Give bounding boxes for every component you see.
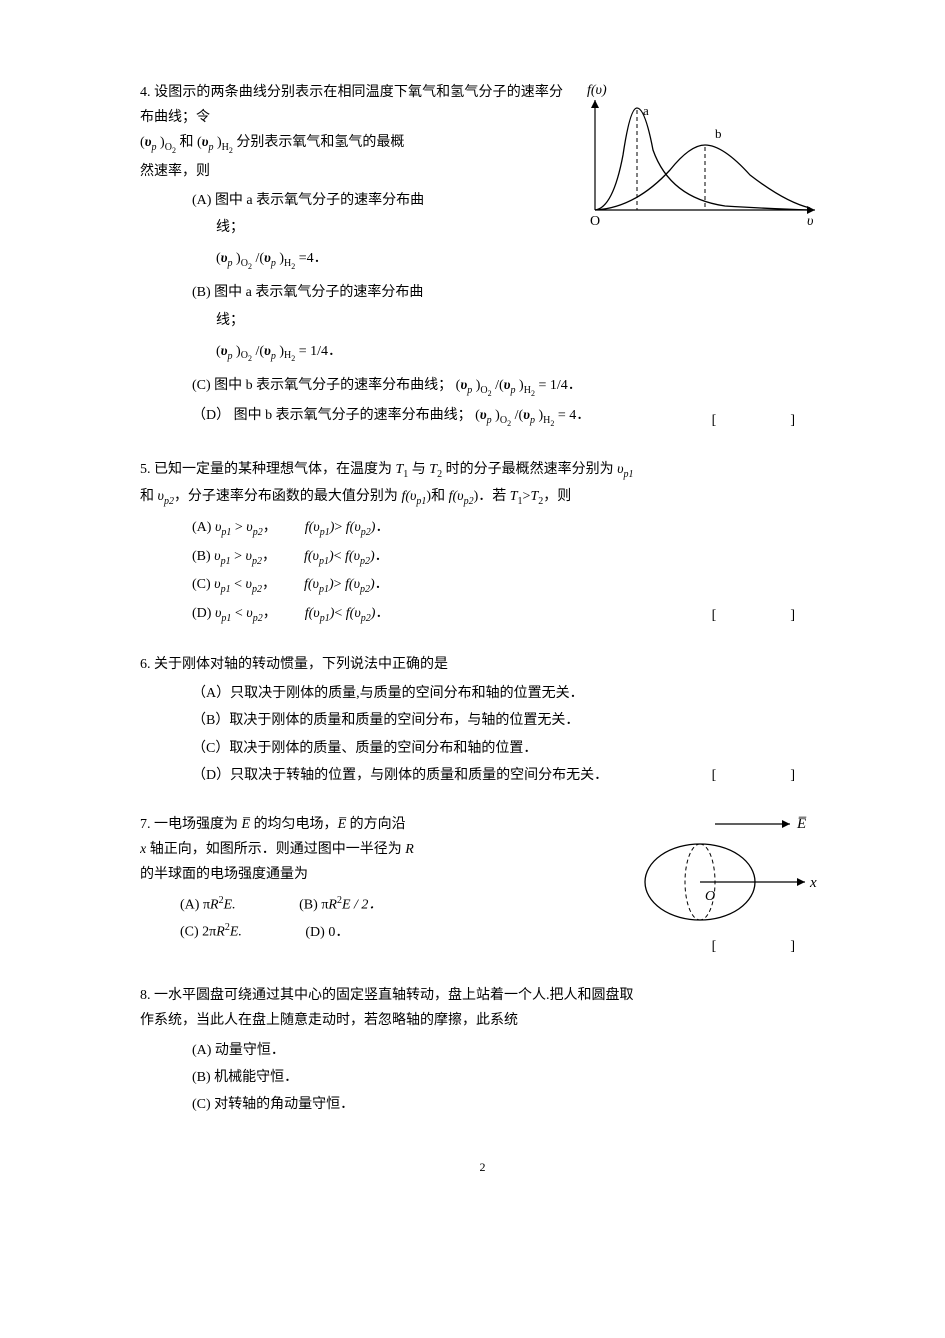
q4-stem-text1: 设图示的两条曲线分别表示在相同温度下氧气和氢气分子的速率分布曲线；令 bbox=[140, 85, 563, 125]
q7-O-label: O bbox=[705, 889, 715, 904]
q5-number: 5. bbox=[140, 462, 151, 477]
q7-options-row1: (A) πR2E. (B) πR2E / 2． bbox=[180, 892, 593, 918]
q4-option-c: (C) 图中 b 表示氧气分子的速率分布曲线； (υp )O2 /(υp )H2… bbox=[192, 373, 825, 401]
q7-option-c: (C) 2πR2E. bbox=[180, 919, 242, 945]
q5-stem: 5. 已知一定量的某种理想气体，在温度为 T1 与 T2 时的分子最概然速率分别… bbox=[140, 457, 825, 484]
q4-curve-b-label: b bbox=[715, 126, 722, 141]
q8-number: 8. bbox=[140, 988, 151, 1003]
q6-option-a: （A）只取决于刚体的质量,与质量的空间分布和轴的位置无关． bbox=[192, 681, 825, 706]
q4-curve-a-label: a bbox=[643, 103, 649, 118]
q8-option-b: (B) 机械能守恒． bbox=[192, 1065, 825, 1090]
q4-xlabel: υ bbox=[807, 214, 813, 229]
q5-option-b: (B) υp1 > υp2， f(υp1)< f(υp2)． bbox=[192, 544, 825, 571]
q6-stem: 6. 关于刚体对轴的转动惯量，下列说法中正确的是 bbox=[140, 652, 825, 677]
q4-ylabel: f(υ) bbox=[587, 83, 607, 98]
q8-option-c: (C) 对转轴的角动量守恒． bbox=[192, 1092, 825, 1117]
q7-option-a: (A) πR2E. bbox=[180, 892, 236, 918]
q4-option-b: (B) 图中 a 表示氧气分子的速率分布曲 bbox=[192, 280, 825, 305]
q6-number: 6. bbox=[140, 657, 151, 672]
q4-figure: f(υ) O υ a b bbox=[575, 80, 825, 239]
q8-stem: 8. 一水平圆盘可绕通过其中心的固定竖直轴转动，盘上站着一个人.把人和圆盘取 bbox=[140, 983, 825, 1008]
q7-E-label: E̅ bbox=[796, 816, 807, 832]
q4-option-b-formula: (υp )O2 /(υp )H2 = 1/4． bbox=[192, 339, 825, 367]
q6-option-c: （C）取决于刚体的质量、质量的空间分布和轴的位置． bbox=[192, 736, 825, 761]
question-4: f(υ) O υ a b 4. 设图示的两条曲线分别表示在相同温度下氧气和氢气分… bbox=[140, 80, 825, 433]
question-7: E̅ x O 7. 一电场强度为 E̅ 的均匀电场，E̅ 的方向沿 x x 轴正… bbox=[140, 812, 825, 959]
q5-answer-bracket: [ ] bbox=[712, 603, 825, 628]
q7-answer-bracket: [ ] bbox=[712, 934, 825, 959]
page-number: 2 bbox=[140, 1157, 825, 1179]
q4-answer-bracket: [ ] bbox=[712, 408, 825, 433]
q7-number: 7. bbox=[140, 817, 151, 832]
q7-x-label: x bbox=[809, 875, 817, 891]
q6-answer-bracket: [ ] bbox=[712, 763, 825, 788]
q4-option-a-formula: (υp )O2 /(υp )H2 =4． bbox=[192, 246, 825, 274]
q7-stem-line3: 的半球面的电场强度通量为 bbox=[140, 862, 593, 887]
q7-options: (A) πR2E. (B) πR2E / 2． (C) 2πR2E. (D) 0… bbox=[140, 892, 593, 948]
q4-origin: O bbox=[590, 214, 600, 229]
q7-stem: 7. 一电场强度为 E̅ 的均匀电场，E̅ 的方向沿 bbox=[140, 812, 593, 837]
q5-option-a: (A) υp1 > υp2， f(υp1)> f(υp2)． bbox=[192, 515, 825, 542]
question-6: 6. 关于刚体对轴的转动惯量，下列说法中正确的是 （A）只取决于刚体的质量,与质… bbox=[140, 652, 825, 788]
q5-option-c: (C) υp1 < υp2， f(υp1)> f(υp2)． bbox=[192, 572, 825, 599]
q4-option-b-line2: 线； bbox=[192, 308, 825, 333]
q4-number: 4. bbox=[140, 85, 151, 100]
q6-option-b: （B）取决于刚体的质量和质量的空间分布，与轴的位置无关． bbox=[192, 708, 825, 733]
q7-stem-line2: x x 轴正向，如图所示．则通过图中一半径为 轴正向，如图所示．则通过图中一半径… bbox=[140, 837, 593, 862]
q7-options-row2: (C) 2πR2E. (D) 0． bbox=[180, 919, 593, 945]
q8-option-a: (A) 动量守恒． bbox=[192, 1038, 825, 1063]
q7-figure: E̅ x O bbox=[605, 812, 825, 951]
question-5: 5. 已知一定量的某种理想气体，在温度为 T1 与 T2 时的分子最概然速率分别… bbox=[140, 457, 825, 628]
q7-option-d: (D) 0． bbox=[305, 920, 349, 945]
q5-stem-line2: 和 υp2，分子速率分布函数的最大值分别为 f(υp1)和 f(υp2)．若 T… bbox=[140, 484, 825, 511]
q8-stem-line2: 作系统，当此人在盘上随意走动时，若忽略轴的摩擦，此系统 bbox=[140, 1008, 825, 1033]
question-8: 8. 一水平圆盘可绕通过其中心的固定竖直轴转动，盘上站着一个人.把人和圆盘取 作… bbox=[140, 983, 825, 1117]
q8-options: (A) 动量守恒． (B) 机械能守恒． (C) 对转轴的角动量守恒． bbox=[140, 1038, 825, 1118]
q7-option-b: (B) πR2E / 2． bbox=[299, 892, 382, 918]
